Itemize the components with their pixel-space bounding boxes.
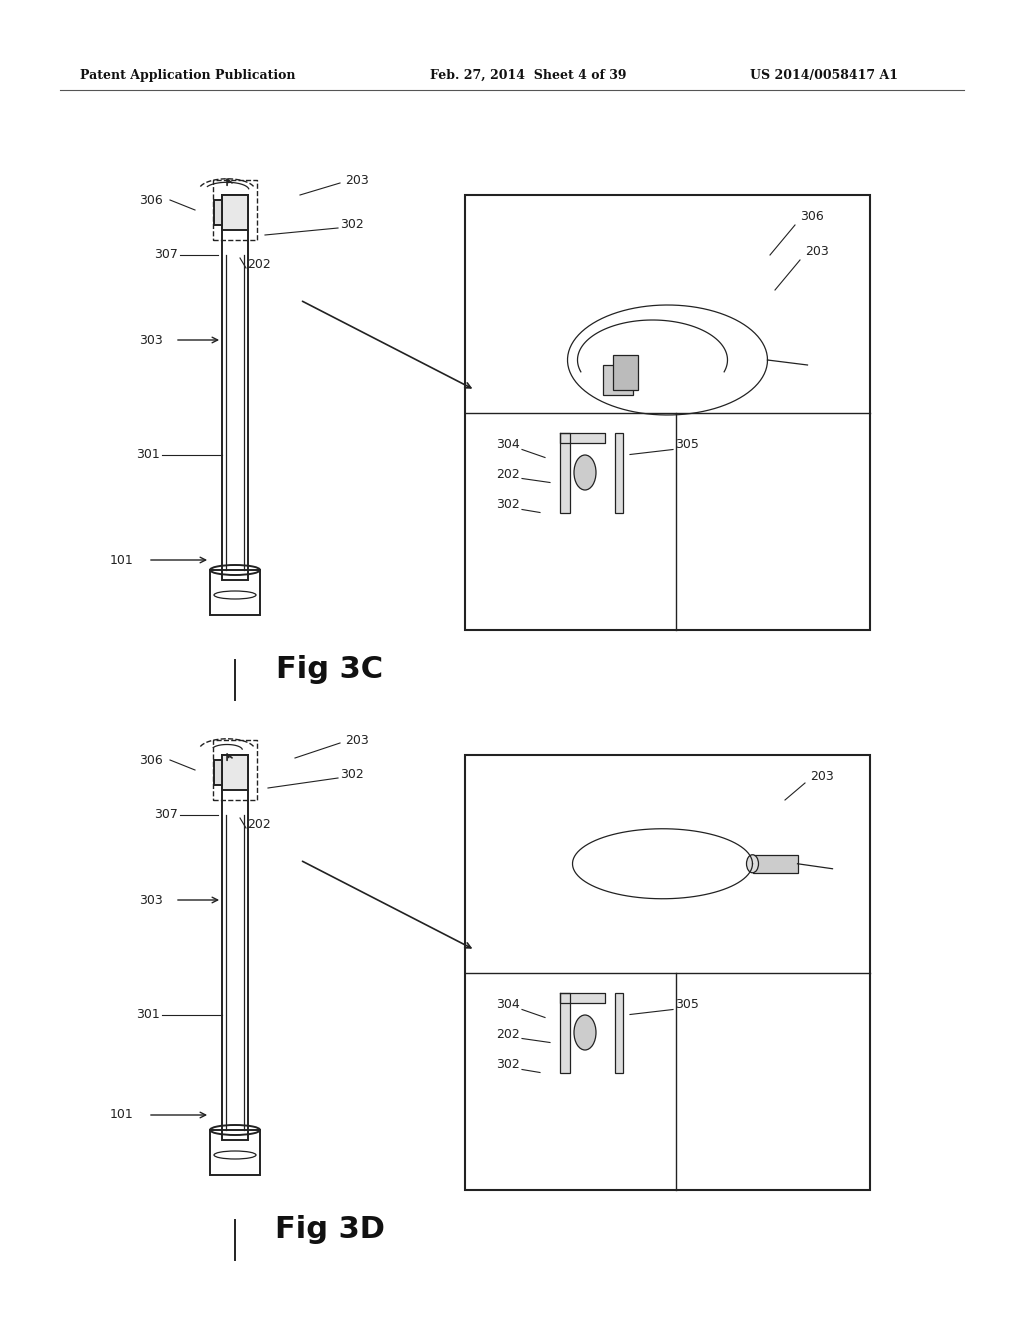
Polygon shape: [560, 433, 605, 442]
Text: Feb. 27, 2014  Sheet 4 of 39: Feb. 27, 2014 Sheet 4 of 39: [430, 69, 627, 82]
Bar: [210, 1130, 260, 1175]
Text: 305: 305: [675, 437, 698, 450]
Text: 202: 202: [497, 467, 520, 480]
Bar: [615, 433, 623, 512]
Text: 306: 306: [139, 194, 163, 206]
Bar: [214, 201, 222, 224]
Text: 303: 303: [139, 334, 163, 346]
Ellipse shape: [574, 455, 596, 490]
Bar: [222, 755, 248, 789]
Bar: [560, 433, 570, 512]
Text: 302: 302: [497, 1057, 520, 1071]
Text: 203: 203: [810, 770, 834, 783]
Text: Fig 3D: Fig 3D: [275, 1216, 385, 1245]
Text: 203: 203: [345, 734, 369, 747]
Bar: [615, 993, 623, 1072]
Text: Patent Application Publication: Patent Application Publication: [80, 69, 296, 82]
Bar: [222, 195, 248, 579]
Bar: [213, 180, 257, 240]
Text: 307: 307: [155, 248, 178, 261]
Text: 306: 306: [139, 754, 163, 767]
Bar: [465, 755, 870, 1191]
Bar: [222, 195, 248, 230]
Bar: [213, 741, 257, 800]
Text: 101: 101: [110, 553, 133, 566]
Bar: [560, 993, 570, 1072]
Ellipse shape: [746, 855, 759, 873]
Bar: [214, 760, 222, 785]
Text: 101: 101: [110, 1109, 133, 1122]
Text: 301: 301: [136, 449, 160, 462]
Bar: [602, 366, 633, 395]
Text: US 2014/0058417 A1: US 2014/0058417 A1: [750, 69, 898, 82]
Text: 303: 303: [139, 894, 163, 907]
Text: 202: 202: [497, 1027, 520, 1040]
Text: 302: 302: [340, 219, 364, 231]
Bar: [465, 195, 870, 630]
Ellipse shape: [574, 1015, 596, 1049]
Bar: [753, 855, 798, 873]
Bar: [210, 570, 260, 615]
Text: 202: 202: [247, 818, 270, 832]
Bar: [612, 355, 638, 389]
Text: 203: 203: [805, 246, 828, 257]
Text: 302: 302: [340, 768, 364, 781]
Text: 304: 304: [497, 998, 520, 1011]
Text: 304: 304: [497, 437, 520, 450]
Bar: [222, 755, 248, 1140]
Polygon shape: [560, 993, 605, 1002]
Text: 305: 305: [675, 998, 698, 1011]
Text: 202: 202: [247, 259, 270, 272]
Text: Fig 3C: Fig 3C: [276, 656, 384, 685]
Text: 203: 203: [345, 173, 369, 186]
Text: 302: 302: [497, 498, 520, 511]
Text: 307: 307: [155, 808, 178, 821]
Text: 306: 306: [800, 210, 823, 223]
Text: 301: 301: [136, 1008, 160, 1022]
